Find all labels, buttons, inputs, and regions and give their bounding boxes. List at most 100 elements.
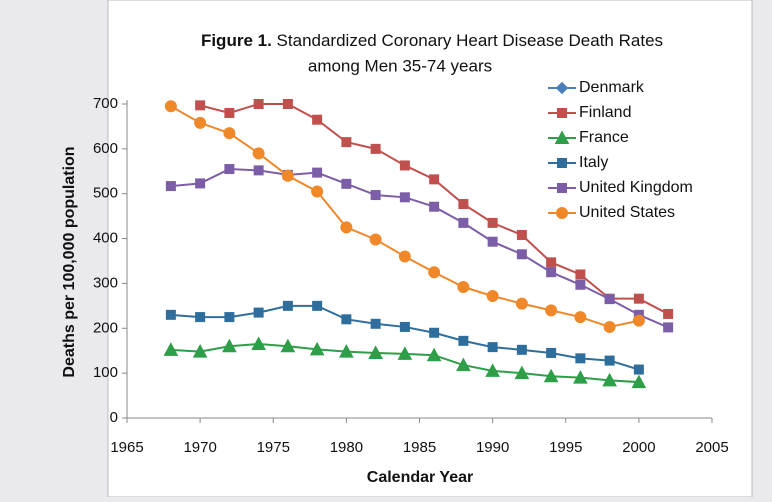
- marker: [224, 107, 235, 118]
- marker: [222, 338, 237, 353]
- marker: [195, 100, 206, 111]
- marker: [194, 116, 207, 129]
- y-tick-label: 500: [93, 185, 118, 202]
- marker: [368, 345, 383, 359]
- marker: [339, 344, 354, 358]
- marker: [557, 108, 567, 118]
- y-tick-label: 200: [93, 319, 118, 336]
- marker: [399, 321, 410, 332]
- chart-background: [107, 0, 753, 498]
- y-tick-label: 700: [93, 95, 118, 112]
- legend-label: Denmark: [579, 79, 645, 96]
- marker: [487, 236, 498, 247]
- marker: [312, 167, 323, 178]
- x-tick-label: 1990: [476, 439, 509, 456]
- marker: [456, 357, 471, 372]
- x-tick-label: 1995: [549, 439, 582, 456]
- marker: [515, 297, 528, 310]
- marker: [516, 229, 527, 240]
- x-tick-label: 2000: [622, 439, 655, 456]
- marker: [633, 364, 644, 375]
- y-tick-label: 600: [93, 140, 118, 157]
- marker: [429, 174, 440, 185]
- marker: [545, 304, 558, 317]
- marker: [516, 249, 527, 260]
- marker: [164, 100, 177, 113]
- marker: [224, 312, 235, 323]
- marker: [341, 314, 352, 325]
- figure-label: Figure 1.: [201, 31, 272, 50]
- marker: [312, 114, 323, 125]
- marker: [165, 181, 176, 192]
- marker: [370, 318, 381, 329]
- marker: [603, 320, 616, 333]
- marker: [397, 346, 413, 360]
- x-axis-label: Calendar Year: [367, 469, 473, 486]
- marker: [341, 137, 352, 148]
- marker: [195, 178, 206, 189]
- marker: [487, 342, 498, 353]
- marker: [554, 130, 570, 144]
- legend-label: France: [579, 129, 629, 146]
- marker: [341, 178, 352, 189]
- title-line: among Men 35-74 years: [308, 56, 492, 75]
- marker: [429, 201, 440, 212]
- marker: [575, 279, 586, 290]
- marker: [604, 355, 615, 366]
- marker: [555, 81, 569, 95]
- y-tick-label: 100: [93, 364, 118, 381]
- marker: [429, 327, 440, 338]
- marker: [165, 309, 176, 320]
- legend-label: United States: [579, 204, 675, 221]
- marker: [543, 368, 559, 383]
- marker: [602, 372, 617, 387]
- legend-label: Finland: [579, 104, 631, 121]
- y-tick-label: 0: [110, 409, 118, 426]
- y-tick-label: 400: [93, 230, 118, 247]
- marker: [514, 365, 530, 380]
- marker: [428, 266, 441, 279]
- marker: [192, 344, 208, 358]
- marker: [487, 217, 498, 228]
- marker: [557, 158, 567, 168]
- marker: [663, 322, 674, 333]
- marker: [281, 169, 294, 182]
- marker: [426, 347, 442, 362]
- marker: [556, 207, 568, 219]
- marker: [282, 300, 293, 311]
- marker: [399, 160, 410, 171]
- marker: [557, 183, 567, 193]
- title-line: Standardized Coronary Heart Disease Deat…: [277, 31, 663, 50]
- marker: [399, 192, 410, 203]
- marker: [631, 374, 647, 389]
- y-axis-label: Deaths per 100,000 population: [61, 146, 78, 377]
- marker: [546, 267, 557, 278]
- marker: [457, 281, 470, 294]
- marker: [195, 312, 206, 323]
- marker: [546, 257, 557, 268]
- legend-label: Italy: [579, 154, 608, 171]
- marker: [546, 347, 557, 358]
- x-tick-label: 1985: [403, 439, 436, 456]
- marker: [485, 363, 500, 377]
- marker: [253, 307, 264, 318]
- marker: [309, 341, 325, 356]
- marker: [632, 314, 645, 327]
- marker: [575, 269, 586, 280]
- marker: [575, 353, 586, 364]
- x-tick-label: 2005: [695, 439, 728, 456]
- marker: [663, 308, 674, 319]
- marker: [282, 99, 293, 109]
- chart-title: Figure 1. Standardized Coronary Heart Di…: [201, 31, 663, 50]
- marker: [516, 344, 527, 355]
- marker: [253, 99, 264, 109]
- marker: [370, 190, 381, 201]
- marker: [224, 164, 235, 175]
- marker: [311, 185, 324, 198]
- legend-label: United Kingdom: [579, 179, 693, 196]
- marker: [369, 233, 382, 246]
- marker: [398, 250, 411, 263]
- marker: [163, 342, 179, 356]
